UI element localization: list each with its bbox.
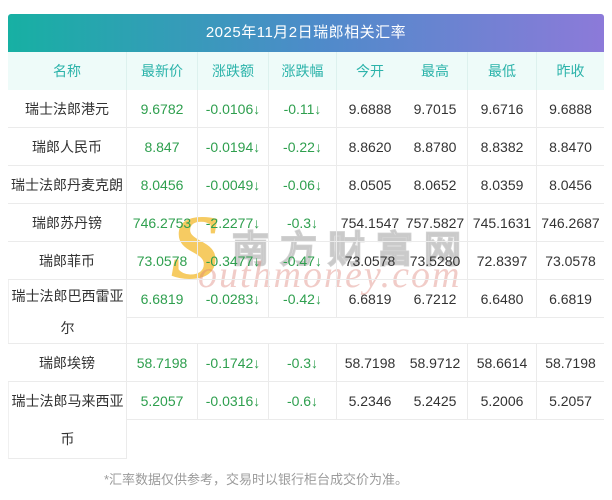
low-price-cell: 8.0359	[468, 166, 537, 203]
column-header-change-amount: 涨跌额	[198, 52, 269, 90]
change-percent-cell: -0.11↓	[269, 90, 337, 127]
change-amount-cell: -2.2277↓	[198, 204, 269, 241]
open-price-cell: 8.8620	[348, 138, 392, 155]
name-line-2: 尔	[60, 319, 75, 336]
table-row: 瑞郎埃镑 58.7198 -0.1742↓ -0.3↓ 58.7198 58.9…	[8, 344, 604, 382]
low-price-cell: 72.8397	[468, 242, 537, 279]
table-row: 瑞士法郎马来西亚 币 5.2057 -0.0316↓ -0.6↓ 5.2346 …	[8, 382, 604, 459]
open-price-cell: 8.0505	[348, 176, 392, 193]
open-price-cell: 58.7198	[344, 354, 396, 371]
latest-price-cell: 73.0578	[127, 242, 198, 279]
change-amount-cell: -0.0194↓	[198, 128, 269, 165]
prev-close-cell: 58.7198	[545, 354, 596, 371]
low-price-cell: 745.1631	[468, 204, 537, 241]
disclaimer-text: *汇率数据仅供参考，交易时以银行柜台成交价为准。	[103, 472, 409, 487]
prev-close-cell: 746.2687	[541, 214, 600, 231]
change-amount-cell: -0.0283↓	[198, 280, 269, 318]
column-header-latest-price: 最新价	[127, 52, 198, 90]
open-price-cell: 9.6888	[348, 100, 392, 117]
table-row: 瑞士法郎港元 9.6782 -0.0106↓ -0.11↓ 9.6888 9.7…	[8, 90, 604, 128]
name-line-1: 瑞士法郎马来西亚	[11, 393, 124, 409]
name-cell: 瑞郎苏丹镑	[8, 204, 127, 241]
name-cell: 瑞郎埃镑	[8, 344, 127, 381]
high-price-cell: 8.8780	[403, 128, 468, 165]
change-percent-cell: -0.22↓	[269, 128, 337, 165]
latest-price-cell: 8.0456	[127, 166, 198, 203]
latest-price-cell: 58.7198	[127, 344, 198, 381]
low-price-cell: 5.2006	[468, 382, 537, 420]
name-cell: 瑞士法郎港元	[8, 90, 127, 127]
latest-price-cell: 8.847	[127, 128, 198, 165]
exchange-rate-table: 2025年11月2日瑞郎相关汇率 名称 最新价 涨跌额 涨跌幅 今开 最高 最低…	[8, 14, 604, 459]
column-header-prev-close: 昨收	[556, 63, 585, 79]
latest-price-cell: 5.2057	[127, 382, 198, 420]
high-price-cell: 757.5827	[403, 204, 468, 241]
change-percent-cell: -0.47↓	[269, 242, 337, 279]
change-percent-cell: -0.6↓	[269, 382, 337, 420]
prev-close-cell: 8.0456	[549, 176, 592, 193]
change-amount-cell: -0.1742↓	[198, 344, 269, 381]
prev-close-cell: 73.0578	[545, 252, 596, 269]
change-amount-cell: -0.0316↓	[198, 382, 269, 420]
column-header-name: 名称	[8, 52, 127, 90]
low-price-cell: 9.6716	[468, 90, 537, 127]
column-header-low: 最低	[468, 52, 537, 90]
change-amount-cell: -0.0106↓	[198, 90, 269, 127]
high-price-cell: 73.5280	[403, 242, 468, 279]
table-row: 瑞郎苏丹镑 746.2753 -2.2277↓ -0.3↓ 754.1547 7…	[8, 204, 604, 242]
low-price-cell: 8.8382	[468, 128, 537, 165]
latest-price-cell: 9.6782	[127, 90, 198, 127]
open-price-cell: 754.1547	[340, 214, 400, 231]
name-cell: 瑞士法郎巴西雷亚 尔	[8, 280, 127, 343]
table-row: 瑞郎人民币 8.847 -0.0194↓ -0.22↓ 8.8620 8.878…	[8, 128, 604, 166]
open-price-cell: 73.0578	[344, 252, 396, 269]
prev-close-cell: 9.6888	[549, 100, 592, 117]
prev-close-cell: 5.2057	[537, 382, 604, 420]
prev-close-cell: 8.8470	[549, 138, 592, 155]
change-amount-cell: -0.0049↓	[198, 166, 269, 203]
table-row: 瑞郎菲币 73.0578 -0.3477↓ -0.47↓ 73.0578 73.…	[8, 242, 604, 280]
name-line-1: 瑞士法郎巴西雷亚	[11, 287, 124, 304]
change-amount-cell: -0.3477↓	[198, 242, 269, 279]
name-line-2: 币	[60, 431, 75, 447]
change-percent-cell: -0.3↓	[269, 204, 337, 241]
latest-price-cell: 746.2753	[127, 204, 198, 241]
change-percent-cell: -0.3↓	[269, 344, 337, 381]
high-price-cell: 6.7212	[403, 280, 468, 318]
table-title: 2025年11月2日瑞郎相关汇率	[8, 14, 604, 52]
high-price-cell: 8.0652	[403, 166, 468, 203]
latest-price-cell: 6.6819	[127, 280, 198, 318]
low-price-cell: 58.6614	[468, 344, 537, 381]
high-price-cell: 9.7015	[403, 90, 468, 127]
prev-close-cell: 6.6819	[537, 280, 604, 318]
column-header-high: 最高	[403, 52, 468, 90]
low-price-cell: 6.6480	[468, 280, 537, 318]
change-percent-cell: -0.42↓	[269, 280, 337, 318]
open-price-cell: 6.6819	[337, 280, 403, 318]
table-row: 瑞士法郎丹麦克朗 8.0456 -0.0049↓ -0.06↓ 8.0505 8…	[8, 166, 604, 204]
name-cell: 瑞郎人民币	[8, 128, 127, 165]
name-cell: 瑞郎菲币	[8, 242, 127, 279]
table-row: 瑞士法郎巴西雷亚 尔 6.6819 -0.0283↓ -0.42↓ 6.6819…	[8, 280, 604, 344]
high-price-cell: 58.9712	[403, 344, 468, 381]
open-price-cell: 5.2346	[337, 382, 403, 420]
name-cell: 瑞士法郎丹麦克朗	[8, 166, 127, 203]
high-price-cell: 5.2425	[403, 382, 468, 420]
table-header-row: 名称 最新价 涨跌额 涨跌幅 今开 最高 最低 昨收	[8, 52, 604, 90]
column-header-open: 今开	[356, 63, 384, 79]
change-percent-cell: -0.06↓	[269, 166, 337, 203]
name-cell: 瑞士法郎马来西亚 币	[8, 382, 127, 459]
column-header-change-percent: 涨跌幅	[269, 52, 337, 90]
